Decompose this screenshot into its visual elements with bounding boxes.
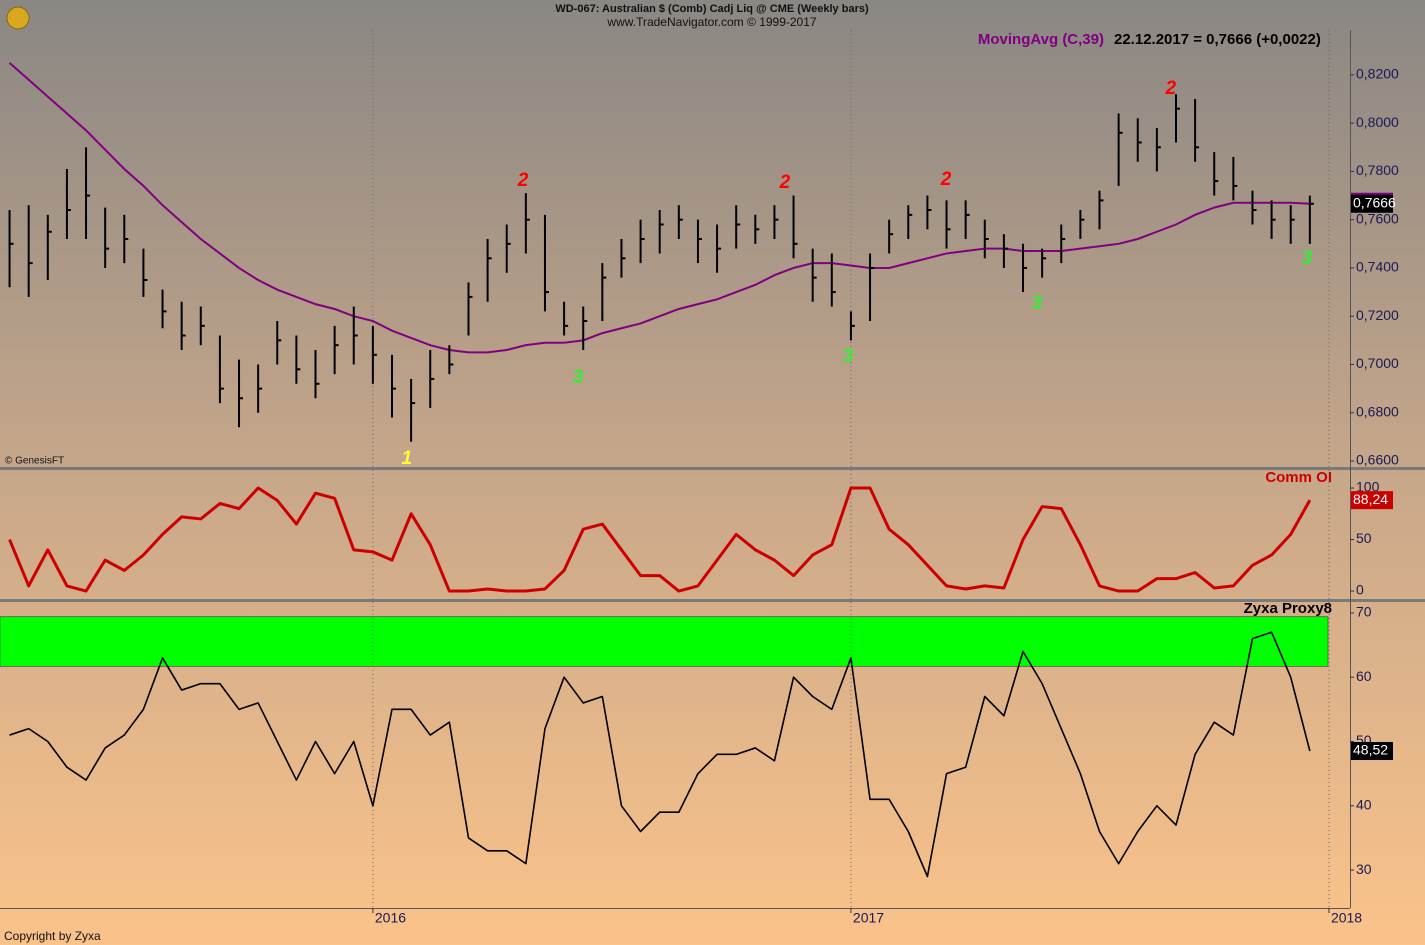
x-axis-line (0, 908, 1350, 909)
y-tick-label: 0,7600 (1356, 210, 1399, 226)
indicator-line (8, 486, 1312, 593)
panel-title: Comm OI (1265, 469, 1332, 486)
annotation: 2 (779, 172, 791, 193)
annotation: 3 (843, 346, 854, 367)
x-tick-label: 2016 (375, 910, 406, 926)
last-value-label: 48,52 (1353, 742, 1388, 758)
ma-last-marker (1351, 192, 1393, 196)
chart-title: WD-067: Australian $ (Comb) Cadj Liq @ C… (555, 3, 869, 15)
y-tick-label: 0 (1356, 582, 1364, 598)
annotation: 3 (573, 367, 584, 388)
y-tick-label: 40 (1356, 796, 1372, 812)
y-tick-label: 30 (1356, 861, 1372, 877)
status-text: 22.12.2017 = 0,7666 (+0,0022) (1114, 31, 1321, 48)
last-value-box (1351, 742, 1393, 761)
annotation: 3 (1302, 248, 1313, 269)
last-value-label: 88,24 (1353, 491, 1388, 507)
y-axis-line (1350, 30, 1351, 908)
logo (6, 6, 30, 30)
panel-separator (0, 467, 1425, 470)
y-tick-label: 0,7400 (1356, 259, 1399, 275)
chart-subtitle: www.TradeNavigator.com © 1999-2017 (606, 15, 816, 29)
annotation: 1 (402, 448, 413, 469)
annotation: 2 (517, 170, 529, 191)
panel-separator (0, 599, 1425, 602)
last-value-box (1351, 194, 1393, 213)
y-tick-label: 0,7800 (1356, 162, 1399, 178)
y-tick-label: 0,8000 (1356, 114, 1399, 130)
footer: Copyright by Zyxa (4, 929, 101, 943)
zone-band (0, 616, 1329, 667)
annotation: 2 (940, 169, 952, 190)
y-tick-label: 0,6600 (1356, 452, 1399, 468)
y-tick-label: 100 (1356, 479, 1380, 495)
indicator-line (9, 631, 1311, 878)
y-tick-label: 0,7200 (1356, 307, 1399, 323)
x-tick-label: 2017 (853, 910, 884, 926)
y-tick-label: 0,8200 (1356, 66, 1399, 82)
indicator-name: MovingAvg (C,39) (978, 31, 1104, 48)
annotation: 3 (1032, 293, 1043, 314)
logo-mark (6, 6, 30, 30)
y-tick-label: 50 (1356, 530, 1372, 546)
last-value-label: 0,7666 (1353, 194, 1396, 210)
y-tick-label: 70 (1356, 604, 1372, 620)
x-tick-label: 2018 (1331, 910, 1362, 926)
annotation: 2 (1164, 78, 1176, 99)
moving-average-line (8, 62, 1310, 354)
y-tick-label: 0,6800 (1356, 403, 1399, 419)
source-text: © GenesisFT (5, 456, 64, 467)
y-tick-label: 60 (1356, 668, 1372, 684)
y-tick-label: 0,7000 (1356, 355, 1399, 371)
last-value-box (1351, 491, 1393, 510)
panel-title: Zyxa Proxy8 (1244, 600, 1332, 617)
